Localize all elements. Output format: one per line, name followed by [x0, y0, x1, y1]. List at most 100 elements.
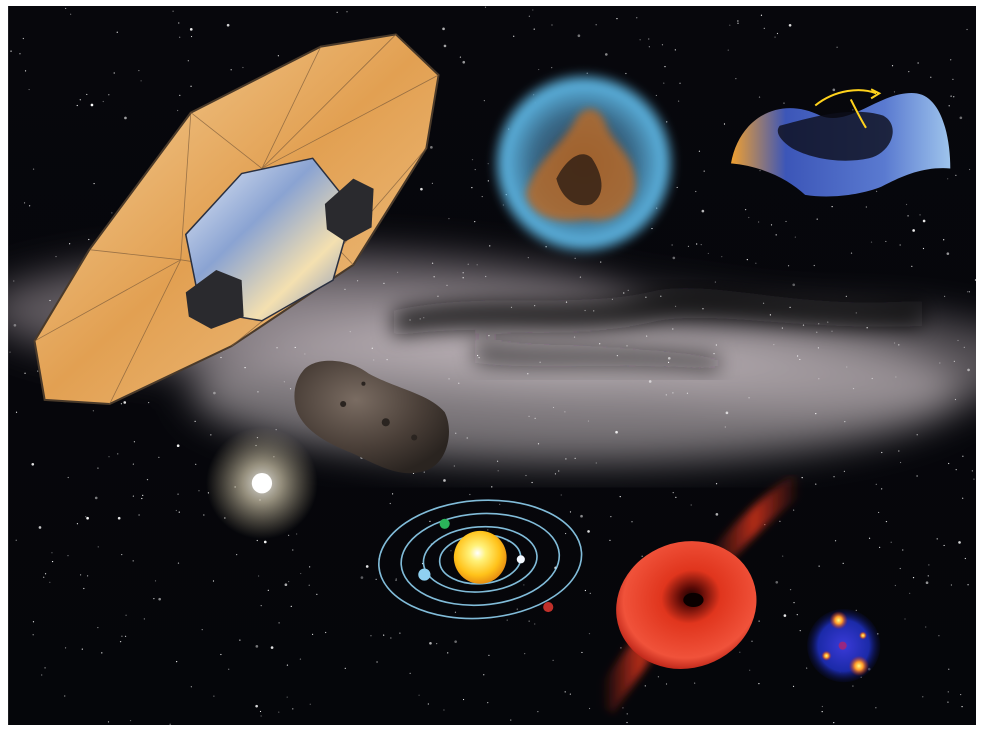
- star: [178, 22, 180, 24]
- star: [925, 626, 927, 628]
- star: [794, 236, 796, 238]
- star: [260, 715, 262, 717]
- star: [898, 450, 900, 452]
- star: [922, 247, 925, 250]
- star: [383, 634, 385, 636]
- star: [917, 62, 919, 64]
- star: [610, 515, 612, 518]
- star: [715, 344, 717, 346]
- star: [169, 723, 171, 725]
- star: [267, 589, 269, 591]
- star: [727, 49, 729, 51]
- star: [187, 60, 189, 62]
- star: [311, 633, 314, 635]
- star: [714, 281, 716, 283]
- star: [827, 321, 829, 323]
- star: [19, 53, 21, 55]
- star: [132, 495, 134, 497]
- star: [360, 576, 364, 579]
- star: [619, 495, 621, 498]
- star: [952, 78, 954, 81]
- star: [959, 116, 963, 120]
- star: [759, 169, 761, 172]
- star: [672, 328, 674, 330]
- star: [462, 698, 465, 701]
- star: [958, 541, 961, 544]
- star: [674, 305, 677, 307]
- star: [554, 473, 557, 475]
- star: [447, 652, 449, 654]
- star: [487, 701, 489, 704]
- star: [855, 609, 857, 611]
- star: [534, 305, 536, 307]
- star: [948, 462, 950, 465]
- star: [278, 711, 280, 713]
- star: [142, 494, 144, 496]
- star: [528, 620, 530, 622]
- star: [226, 23, 230, 27]
- star: [263, 540, 267, 544]
- star: [616, 17, 618, 20]
- star: [203, 514, 205, 516]
- star: [783, 102, 785, 104]
- star: [899, 461, 902, 464]
- star: [176, 444, 180, 448]
- star: [497, 470, 499, 472]
- star: [946, 252, 950, 256]
- star: [276, 347, 278, 349]
- star: [433, 276, 435, 278]
- star: [107, 721, 110, 723]
- star: [177, 562, 180, 564]
- star: [792, 283, 796, 287]
- star: [902, 549, 904, 551]
- star: [912, 229, 915, 232]
- star: [774, 36, 776, 38]
- star: [286, 696, 288, 698]
- star: [894, 584, 896, 587]
- star: [481, 195, 483, 198]
- star: [968, 291, 970, 293]
- star: [564, 691, 566, 693]
- star: [948, 105, 950, 107]
- star: [648, 380, 652, 383]
- star: [885, 240, 887, 243]
- star: [955, 174, 957, 176]
- star: [665, 394, 667, 396]
- star: [609, 539, 611, 541]
- star: [483, 100, 485, 102]
- star: [108, 94, 110, 96]
- star: [172, 10, 174, 12]
- scene-frame: [8, 6, 976, 725]
- star: [881, 488, 883, 490]
- star: [496, 460, 499, 462]
- star: [119, 641, 122, 643]
- star: [816, 331, 818, 333]
- star: [395, 579, 397, 581]
- star: [815, 413, 817, 415]
- star: [966, 291, 969, 293]
- star: [551, 67, 553, 69]
- star: [782, 555, 784, 557]
- star: [781, 327, 783, 329]
- star: [588, 633, 591, 635]
- star: [65, 7, 67, 10]
- star: [108, 456, 110, 458]
- star: [703, 170, 705, 172]
- star: [966, 28, 968, 31]
- star: [278, 622, 280, 624]
- star: [955, 469, 957, 471]
- star: [802, 324, 805, 326]
- star: [758, 96, 761, 98]
- star: [455, 432, 457, 434]
- star: [687, 245, 690, 247]
- star: [308, 584, 310, 586]
- star: [121, 635, 123, 637]
- star: [664, 66, 666, 68]
- star: [581, 651, 583, 654]
- star: [871, 377, 873, 380]
- star: [806, 667, 808, 669]
- star: [909, 592, 911, 594]
- star: [878, 511, 880, 514]
- star: [356, 280, 359, 282]
- star: [620, 647, 622, 649]
